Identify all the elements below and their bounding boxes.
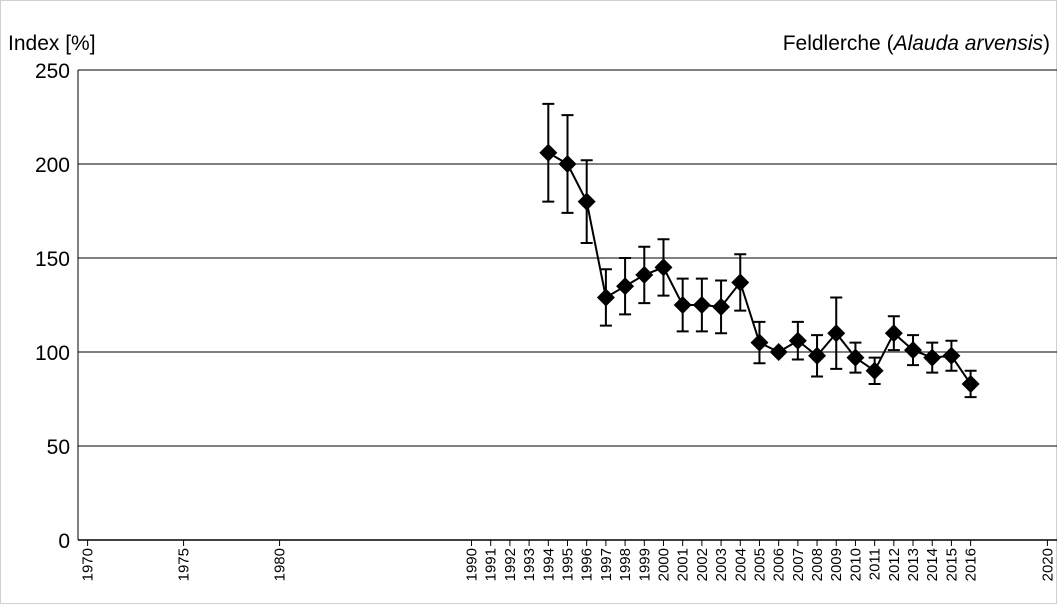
marker [654,258,673,277]
marker [904,341,923,360]
x-tick-label: 1992 [502,548,519,581]
marker [539,143,558,162]
marker [865,361,884,380]
x-tick-label: 2004 [732,548,749,581]
x-tick-label: 2016 [963,548,980,581]
x-tick-label: 1995 [560,548,577,581]
x-tick-label: 1999 [636,548,653,581]
x-tick-label: 2020 [1039,548,1056,581]
marker [750,333,769,352]
y-tick-label: 100 [35,342,70,365]
marker [846,348,865,367]
x-tick-label: 1993 [521,548,538,581]
x-tick-label: 1980 [272,548,289,581]
marker [596,288,615,307]
marker [961,374,980,393]
marker [673,296,692,314]
x-tick-label: 2013 [905,548,922,581]
y-tick-label: 150 [35,248,70,271]
x-tick-label: 2000 [655,548,672,581]
marker [923,348,942,367]
y-axis-label: Index [%] [8,32,96,55]
y-tick-label: 0 [58,530,70,553]
x-tick-label: 2010 [847,548,864,581]
x-tick-label: 1970 [80,548,97,581]
x-tick-label: 2003 [713,548,730,581]
x-tick-label: 2001 [675,548,692,581]
marker [558,155,577,173]
x-tick-label: 2005 [751,548,768,581]
x-tick-label: 1997 [598,548,615,581]
x-tick-label: 2015 [943,548,960,581]
x-tick-label: 1991 [483,548,500,581]
x-tick-label: 2007 [790,548,807,581]
y-tick-label: 250 [35,60,70,83]
marker [808,346,827,365]
x-tick-label: 1994 [540,548,557,581]
x-tick-label: 2006 [771,548,788,581]
chart-title: Feldlerche (Alauda arvensis) [783,32,1050,55]
y-tick-label: 200 [35,154,70,177]
marker [884,324,903,343]
x-tick-label: 2014 [924,548,941,581]
x-tick-label: 2002 [694,548,711,581]
title-latin: Alauda arvensis [892,32,1044,55]
marker [769,343,788,361]
marker [731,273,750,292]
x-tick-label: 1975 [176,548,193,581]
marker [577,192,596,211]
marker [942,346,961,365]
x-tick-label: 2012 [886,548,903,581]
x-tick-label: 2008 [809,548,826,581]
x-tick-label: 1990 [464,548,481,581]
marker [712,297,731,316]
marker [635,265,654,284]
marker [616,277,635,296]
marker [827,324,846,343]
x-tick-label: 2009 [828,548,845,581]
marker [788,331,807,350]
marker [692,296,711,314]
x-tick-label: 1996 [579,548,596,581]
x-tick-label: 1998 [617,548,634,581]
title-part: Feldlerche ( [783,32,894,55]
title-part: ) [1043,32,1050,55]
x-tick-label: 2011 [867,548,884,580]
y-tick-label: 50 [47,436,70,459]
